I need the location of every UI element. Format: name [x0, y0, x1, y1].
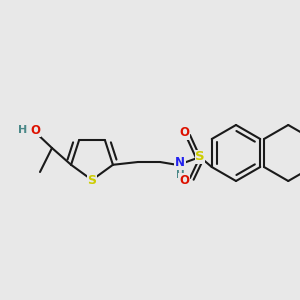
Text: O: O — [30, 124, 40, 136]
Text: H: H — [176, 170, 184, 180]
Text: O: O — [179, 173, 189, 187]
Text: N: N — [175, 157, 185, 169]
Text: H: H — [18, 125, 28, 135]
Text: S: S — [195, 151, 205, 164]
Text: S: S — [88, 173, 97, 187]
Text: O: O — [179, 127, 189, 140]
